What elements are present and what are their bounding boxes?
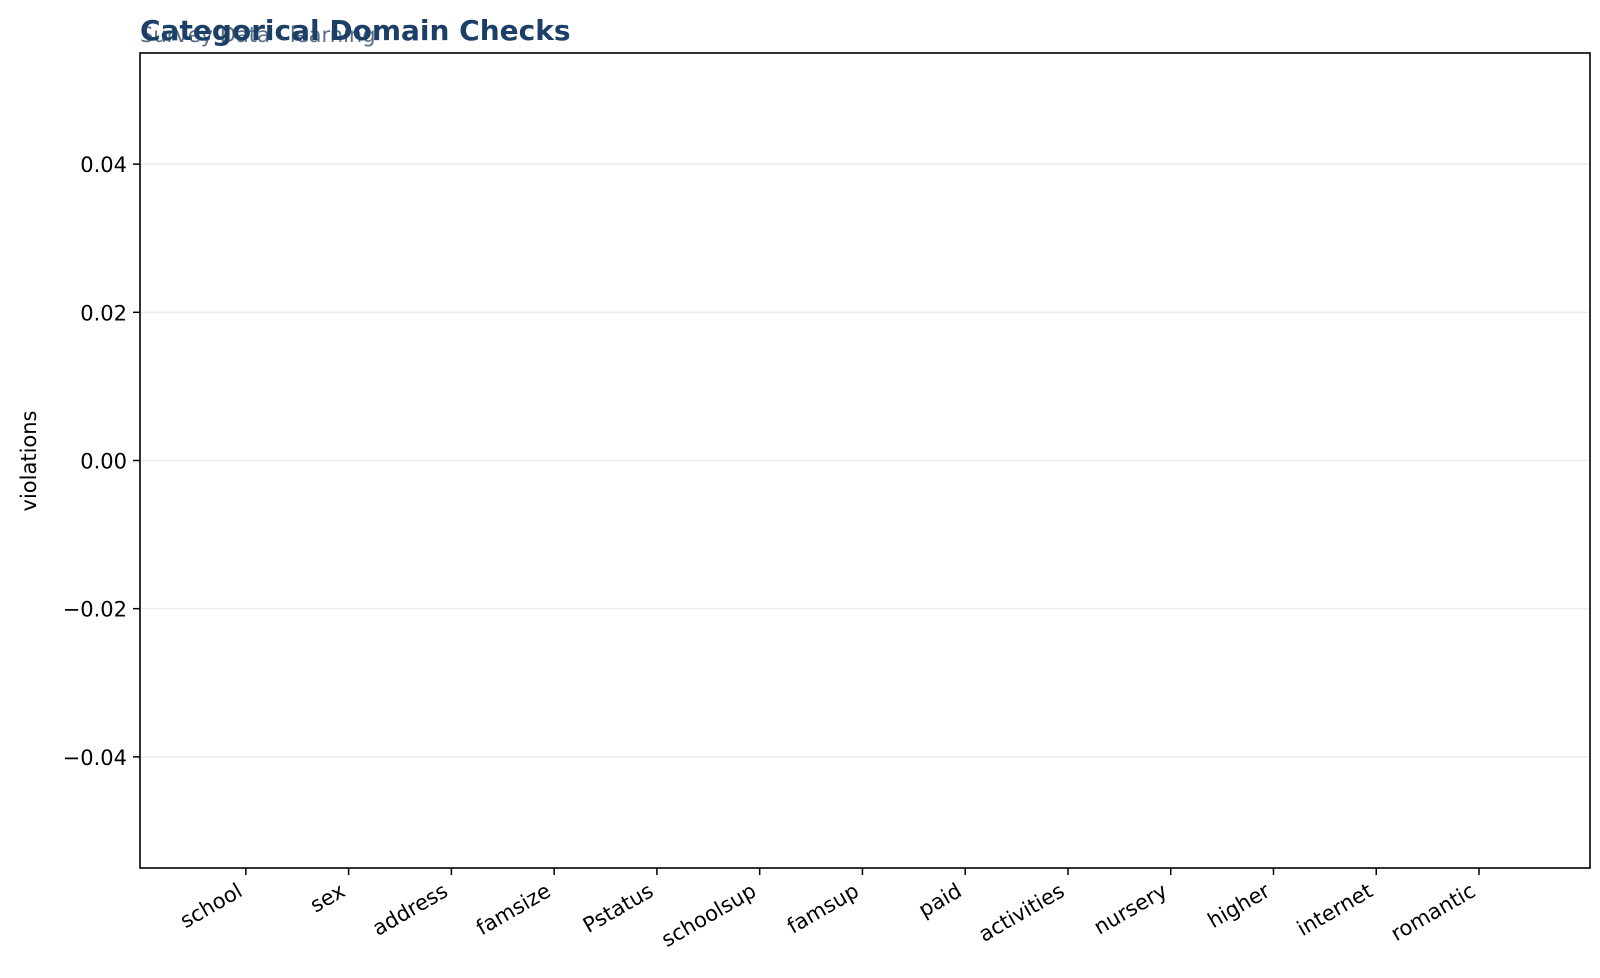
x-tick-label: famsize xyxy=(472,879,555,941)
chart-title: Categorical Domain Checks xyxy=(140,14,571,47)
x-tick-label: activities xyxy=(974,879,1068,947)
x-tick-label: Pstatus xyxy=(579,879,658,938)
x-tick-label: address xyxy=(368,879,451,941)
x-tick-label: romantic xyxy=(1387,879,1480,946)
x-tick-label: sex xyxy=(306,879,349,918)
y-tick-label: −0.04 xyxy=(63,746,127,770)
x-tick-label: schoolsup xyxy=(657,879,760,952)
x-tick-label: paid xyxy=(914,879,965,922)
y-axis: −0.04 −0.02 0.00 0.02 0.04 xyxy=(63,153,140,770)
chart-subtitle: Survey Data · learning xyxy=(140,23,376,47)
x-tick-label: higher xyxy=(1204,878,1275,933)
y-tick-label: 0.02 xyxy=(80,301,127,325)
x-tick-label: school xyxy=(176,879,246,933)
x-tick-label: internet xyxy=(1293,879,1377,941)
x-axis: school sex address famsize Pstatus schoolsup f… xyxy=(176,868,1480,952)
y-tick-label: −0.02 xyxy=(63,598,127,622)
grid-lines xyxy=(140,163,1590,758)
y-axis-label: violations xyxy=(17,411,41,512)
x-tick-label: nursery xyxy=(1090,879,1171,940)
y-tick-label: 0.00 xyxy=(80,450,127,474)
y-tick-label: 0.04 xyxy=(80,153,127,177)
x-tick-label: famsup xyxy=(783,879,863,939)
